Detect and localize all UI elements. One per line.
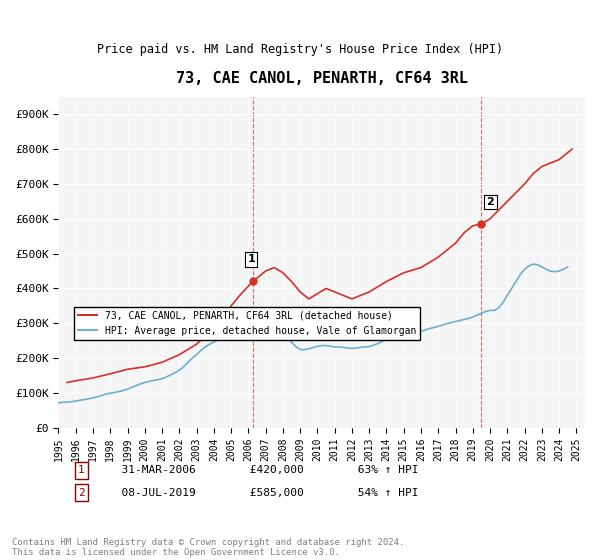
Text: 1: 1 [78,465,85,475]
Text: Price paid vs. HM Land Registry's House Price Index (HPI): Price paid vs. HM Land Registry's House … [97,43,503,56]
Text: 1: 1 [248,254,255,264]
Text: Contains HM Land Registry data © Crown copyright and database right 2024.
This d: Contains HM Land Registry data © Crown c… [12,538,404,557]
Title: 73, CAE CANOL, PENARTH, CF64 3RL: 73, CAE CANOL, PENARTH, CF64 3RL [176,71,468,86]
Text: 08-JUL-2019        £585,000        54% ↑ HPI: 08-JUL-2019 £585,000 54% ↑ HPI [108,488,419,498]
Text: 31-MAR-2006        £420,000        63% ↑ HPI: 31-MAR-2006 £420,000 63% ↑ HPI [108,465,419,475]
Text: 2: 2 [487,197,494,207]
Legend: 73, CAE CANOL, PENARTH, CF64 3RL (detached house), HPI: Average price, detached : 73, CAE CANOL, PENARTH, CF64 3RL (detach… [74,307,420,339]
Text: 2: 2 [78,488,85,498]
